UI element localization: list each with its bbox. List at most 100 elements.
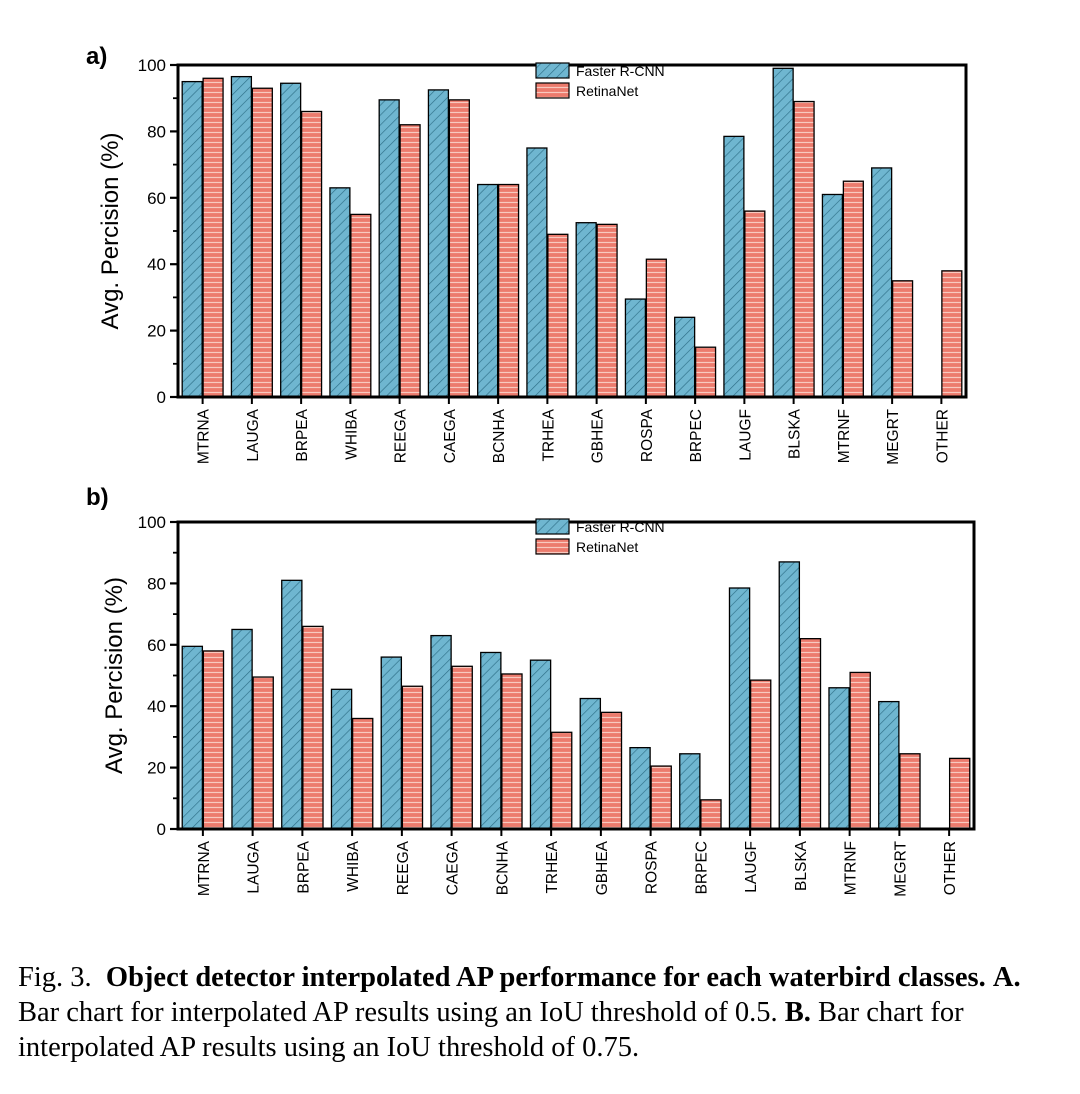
chart-panel-a: 0 20 40 60 80 100 MTRNA LAUGA BRPEA WHIBA REEGA CAE…: [86, 43, 968, 465]
bar-retinanet-caega: [448, 99, 470, 398]
x-tick-label-brpea: BRPEA: [295, 840, 312, 893]
y-tick-label: 40: [147, 255, 166, 274]
chart-panel-b: 0 20 40 60 80 100 MTRNA LAUGA BRPEA WHIBA REEGA CAE…: [86, 484, 976, 897]
bar-retinanet-rospa: [645, 258, 667, 398]
bar-retinanet-other: [948, 757, 971, 830]
bar-faster-rcnn-reega: [380, 656, 403, 830]
x-tick-label-other: OTHER: [934, 409, 951, 463]
bar-retinanet-whiba: [351, 717, 374, 830]
bar-faster-rcnn-rospa: [624, 298, 647, 398]
bar-faster-rcnn-megrt: [878, 700, 900, 830]
y-tick-label: 80: [147, 122, 166, 141]
figure-caption: Fig. 3. Object detector interpolated AP …: [18, 960, 1038, 1065]
bar-faster-rcnn-mtrna: [181, 80, 203, 398]
legend-label-faster-rcnn: Faster R-CNN: [576, 63, 665, 79]
y-tick-label: 80: [147, 574, 166, 593]
bar-retinanet-reega: [401, 685, 424, 830]
x-tick-label-blska: BLSKA: [793, 840, 810, 891]
legend-swatch-faster-rcnn: [535, 62, 570, 79]
y-tick-label: 100: [138, 56, 166, 75]
bar-faster-rcnn-brpec: [679, 753, 701, 830]
bar-retinanet-brpea: [300, 110, 323, 398]
x-tick-label-reega: REEGA: [393, 408, 410, 463]
x-tick-label-rospa: ROSPA: [644, 840, 661, 894]
caption-b-label: B.: [784, 997, 811, 1028]
x-tick-label-caega: CAEGA: [445, 840, 462, 895]
bar-retinanet-mtrnf: [849, 671, 871, 830]
x-tick-label-gbhea: GBHEA: [594, 840, 611, 895]
legend-swatch-faster-rcnn: [535, 518, 570, 535]
bar-retinanet-gbhea: [596, 223, 618, 398]
x-tick-label-trhea: TRHEA: [540, 408, 557, 461]
x-tick-label-whiba: WHIBA: [345, 840, 362, 891]
bar-faster-rcnn-brpec: [674, 316, 696, 398]
x-tick-label-whiba: WHIBA: [343, 408, 360, 459]
bar-faster-rcnn-blska: [772, 67, 794, 398]
bar-retinanet-brpec: [700, 799, 722, 830]
legend-swatch-retinanet: [535, 538, 570, 555]
bar-retinanet-whiba: [350, 213, 372, 398]
legend-label-faster-rcnn: Faster R-CNN: [576, 519, 665, 535]
x-tick-label-mtrnf: MTRNF: [836, 409, 853, 463]
caption-prefix: Fig. 3.: [18, 962, 92, 993]
bar-faster-rcnn-mtrna: [181, 645, 204, 830]
x-tick-label-reega: REEGA: [395, 840, 412, 895]
y-axis-title: Avg. Percision (%): [97, 133, 124, 330]
bar-faster-rcnn-gbhea: [579, 697, 602, 830]
bar-faster-rcnn-mtrnf: [828, 687, 850, 830]
bar-retinanet-mtrna: [202, 77, 224, 398]
bar-retinanet-megrt: [899, 753, 921, 830]
y-tick-label: 0: [157, 388, 166, 407]
bar-faster-rcnn-reega: [378, 99, 400, 398]
panel-label: a): [86, 43, 107, 70]
x-tick-label-blska: BLSKA: [787, 408, 804, 459]
figure-3: 0 20 40 60 80 100 MTRNA LAUGA BRPEA WHIBA REEGA CAE…: [86, 43, 976, 897]
x-tick-label-laugf: LAUGF: [743, 841, 760, 893]
bar-faster-rcnn-mtrnf: [821, 193, 844, 398]
legend-swatch-retinanet: [535, 82, 570, 99]
y-tick-label: 60: [147, 636, 166, 655]
x-tick-label-megrt: MEGRT: [885, 408, 902, 464]
bar-faster-rcnn-brpea: [281, 579, 303, 830]
bar-retinanet-gbhea: [600, 711, 623, 830]
bar-retinanet-bcnha: [501, 673, 523, 830]
bar-retinanet-laugf: [744, 210, 766, 398]
x-tick-label-brpec: BRPEC: [688, 409, 705, 462]
bar-faster-rcnn-bcnha: [480, 651, 502, 830]
bar-faster-rcnn-bcnha: [477, 183, 499, 398]
panel-label: b): [86, 484, 109, 511]
bar-retinanet-reega: [399, 124, 421, 398]
bar-retinanet-mtrnf: [842, 180, 864, 398]
bar-retinanet-blska: [793, 100, 815, 398]
caption-b-text: Bar chart for interpolated AP results us…: [18, 997, 964, 1063]
x-tick-label-caega: CAEGA: [442, 408, 459, 463]
y-tick-label: 20: [147, 759, 166, 778]
bar-faster-rcnn-whiba: [329, 187, 351, 398]
caption-title: Object detector interpolated AP performa…: [105, 962, 986, 993]
x-tick-label-mtrna: MTRNA: [196, 408, 213, 464]
bar-faster-rcnn-trhea: [526, 147, 548, 398]
y-tick-label: 40: [147, 697, 166, 716]
x-tick-label-mtrnf: MTRNF: [843, 841, 860, 895]
y-tick-label: 20: [147, 322, 166, 341]
x-tick-label-lauga: LAUGA: [245, 408, 262, 461]
x-tick-label-gbhea: GBHEA: [590, 408, 607, 463]
x-tick-label-other: OTHER: [942, 841, 959, 895]
x-tick-label-lauga: LAUGA: [246, 840, 263, 893]
bar-retinanet-trhea: [550, 731, 573, 830]
x-tick-label-mtrna: MTRNA: [196, 840, 213, 896]
bar-faster-rcnn-gbhea: [575, 222, 597, 398]
bar-retinanet-other: [941, 270, 963, 398]
bar-retinanet-trhea: [547, 233, 569, 398]
bar-faster-rcnn-caega: [427, 89, 450, 398]
bar-retinanet-caega: [451, 665, 473, 830]
y-tick-label: 100: [138, 513, 166, 532]
x-tick-label-bcnha: BCNHA: [494, 840, 511, 895]
bar-faster-rcnn-lauga: [231, 628, 253, 830]
caption-a-label: A.: [992, 962, 1021, 993]
bar-faster-rcnn-lauga: [230, 75, 253, 398]
bar-faster-rcnn-laugf: [723, 135, 745, 398]
bar-retinanet-lauga: [252, 676, 274, 830]
x-tick-label-megrt: MEGRT: [892, 840, 909, 896]
bar-faster-rcnn-whiba: [330, 688, 353, 830]
